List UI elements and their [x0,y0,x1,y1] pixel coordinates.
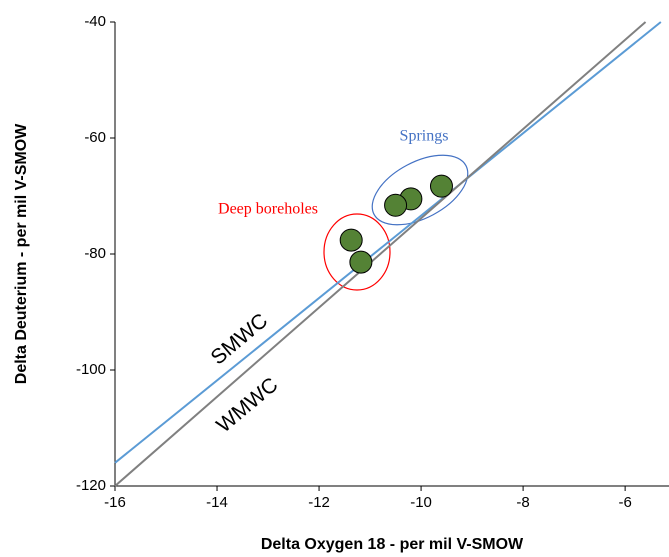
y-tick-label: -60 [84,129,106,146]
x-tick-label: -6 [618,494,631,511]
line-label: SMWC [207,309,273,369]
reference-line [114,21,662,464]
y-tick-label: -40 [84,13,106,30]
point [384,193,408,217]
y-tick-label: -120 [76,477,106,494]
springs-ellipse [371,154,469,226]
x-tick-label: -12 [308,494,330,511]
reference-line [114,21,647,487]
point [429,174,453,198]
y-tick-label: -80 [84,245,106,262]
y-tick-label: -100 [76,361,106,378]
annotation: Springs [400,128,449,145]
y-axis-title: Delta Deuterium - per mil V-SMOW [13,123,30,384]
point [349,250,373,274]
x-tick-label: -8 [516,494,529,511]
x-tick-label: -14 [206,494,228,511]
x-tick-label: -16 [104,494,126,511]
x-tick-label: -10 [410,494,432,511]
line-label: WMWC [212,373,282,437]
annotation: Deep boreholes [218,201,318,218]
x-axis-title: Delta Oxygen 18 - per mil V-SMOW [261,536,524,553]
point [339,228,363,252]
boreholes-ellipse [323,213,391,291]
